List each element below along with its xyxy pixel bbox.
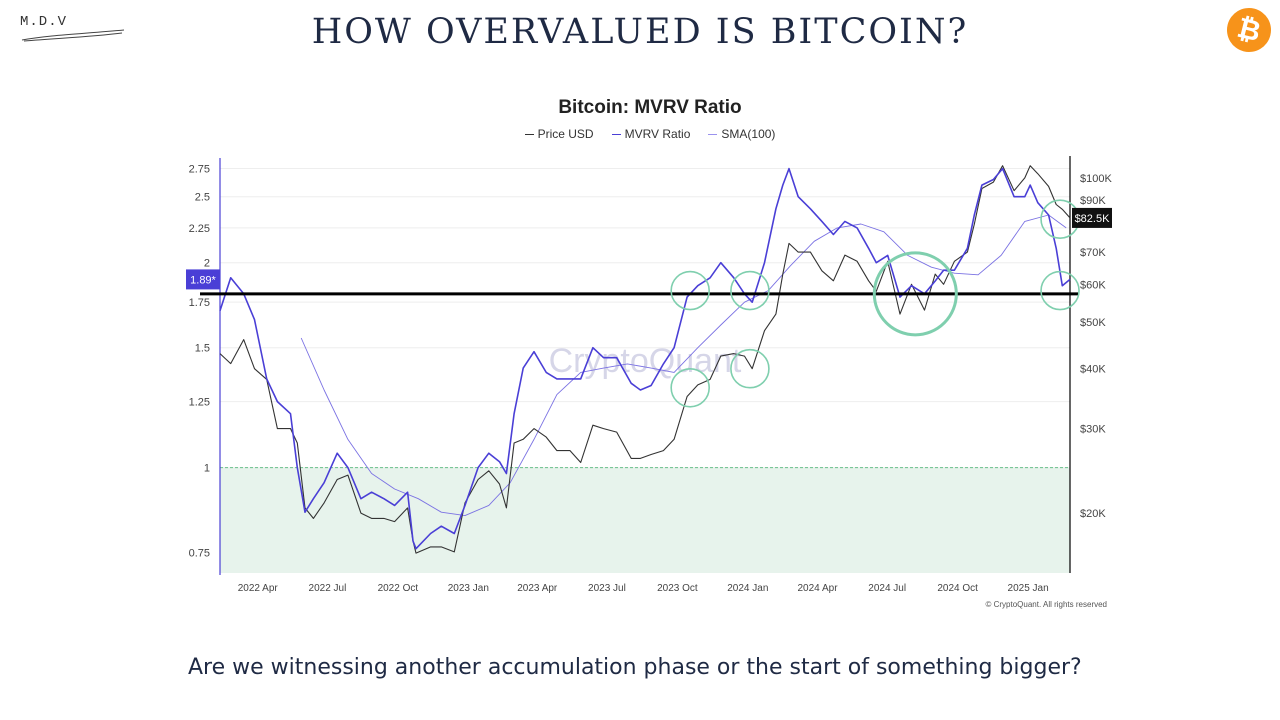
- highlight-circle: [670, 270, 710, 311]
- current-price-label: $82.5K: [1075, 213, 1111, 225]
- left-tick-label: 2.75: [189, 164, 210, 176]
- brand-text: M.D.V: [20, 14, 68, 30]
- watermark: CryptoQuant: [549, 342, 742, 380]
- legend-label-sma: SMA(100): [721, 127, 776, 141]
- legend-label-price: Price USD: [537, 127, 594, 141]
- right-tick-label: $90K: [1080, 195, 1106, 207]
- left-tick-label: 0.75: [189, 548, 210, 560]
- legend-item-sma: SMA(100): [708, 127, 775, 141]
- legend-item-mvrv: MVRV Ratio: [611, 127, 691, 141]
- x-tick-label: 2024 Jul: [868, 583, 906, 594]
- closing-question: Are we witnessing another accumulation p…: [188, 655, 1082, 680]
- highlight-circle: [730, 270, 770, 311]
- x-tick-label: 2022 Oct: [378, 583, 419, 594]
- x-tick-label: 2023 Jul: [588, 583, 626, 594]
- left-tick-label: 1: [204, 463, 210, 475]
- right-tick-label: $60K: [1080, 279, 1106, 291]
- current-mvrv-label: 1.89*: [190, 274, 216, 286]
- left-tick-label: 1.25: [189, 397, 210, 409]
- legend-label-mvrv: MVRV Ratio: [624, 127, 691, 141]
- current-price-tag: [1072, 207, 1112, 228]
- chart-title: Bitcoin: MVRV Ratio: [558, 97, 742, 118]
- legend-swatch-price: [524, 133, 534, 135]
- chart-credit: © CryptoQuant. All rights reserved: [986, 600, 1108, 609]
- x-tick-label: 2024 Apr: [797, 583, 838, 594]
- x-tick-label: 2025 Jan: [1008, 583, 1049, 594]
- left-tick-label: 2: [204, 258, 210, 270]
- chart-legend: Price USD MVRV Ratio SMA(100): [0, 127, 1280, 141]
- undervalued-zone: [220, 467, 1070, 573]
- left-tick-label: 2.5: [195, 192, 210, 204]
- x-tick-label: 2022 Jul: [309, 583, 347, 594]
- page-headline: HOW OVERVALUED IS BITCOIN?: [311, 12, 969, 52]
- right-tick-label: $70K: [1080, 247, 1106, 259]
- right-tick-label: $40K: [1080, 364, 1106, 376]
- x-tick-label: 2023 Oct: [657, 583, 698, 594]
- brand-underline-icon: [21, 29, 125, 42]
- legend-swatch-sma: [708, 133, 718, 135]
- brand-signature: M.D.V: [20, 14, 130, 44]
- left-tick-label: 1.75: [189, 297, 210, 309]
- legend-item-price: Price USD: [524, 127, 594, 141]
- right-tick-label: $30K: [1080, 424, 1106, 436]
- left-tick-label: 1.5: [195, 343, 210, 355]
- right-tick-label: $50K: [1080, 317, 1106, 329]
- highlight-circle: [1040, 270, 1080, 311]
- highlight-circle: [670, 367, 710, 408]
- x-tick-label: 2022 Apr: [238, 583, 279, 594]
- current-mvrv-tag: [186, 269, 220, 290]
- left-tick-label: 2.25: [189, 223, 210, 235]
- highlight-circle: [730, 348, 770, 389]
- x-tick-label: 2023 Jan: [448, 583, 489, 594]
- x-tick-label: 2024 Jan: [727, 583, 768, 594]
- highlight-circle: [872, 251, 958, 337]
- right-tick-label: $20K: [1080, 508, 1106, 520]
- right-tick-label: $100K: [1080, 173, 1112, 185]
- x-tick-label: 2023 Apr: [517, 583, 558, 594]
- legend-swatch-mvrv: [611, 133, 621, 135]
- x-tick-label: 2024 Oct: [937, 583, 978, 594]
